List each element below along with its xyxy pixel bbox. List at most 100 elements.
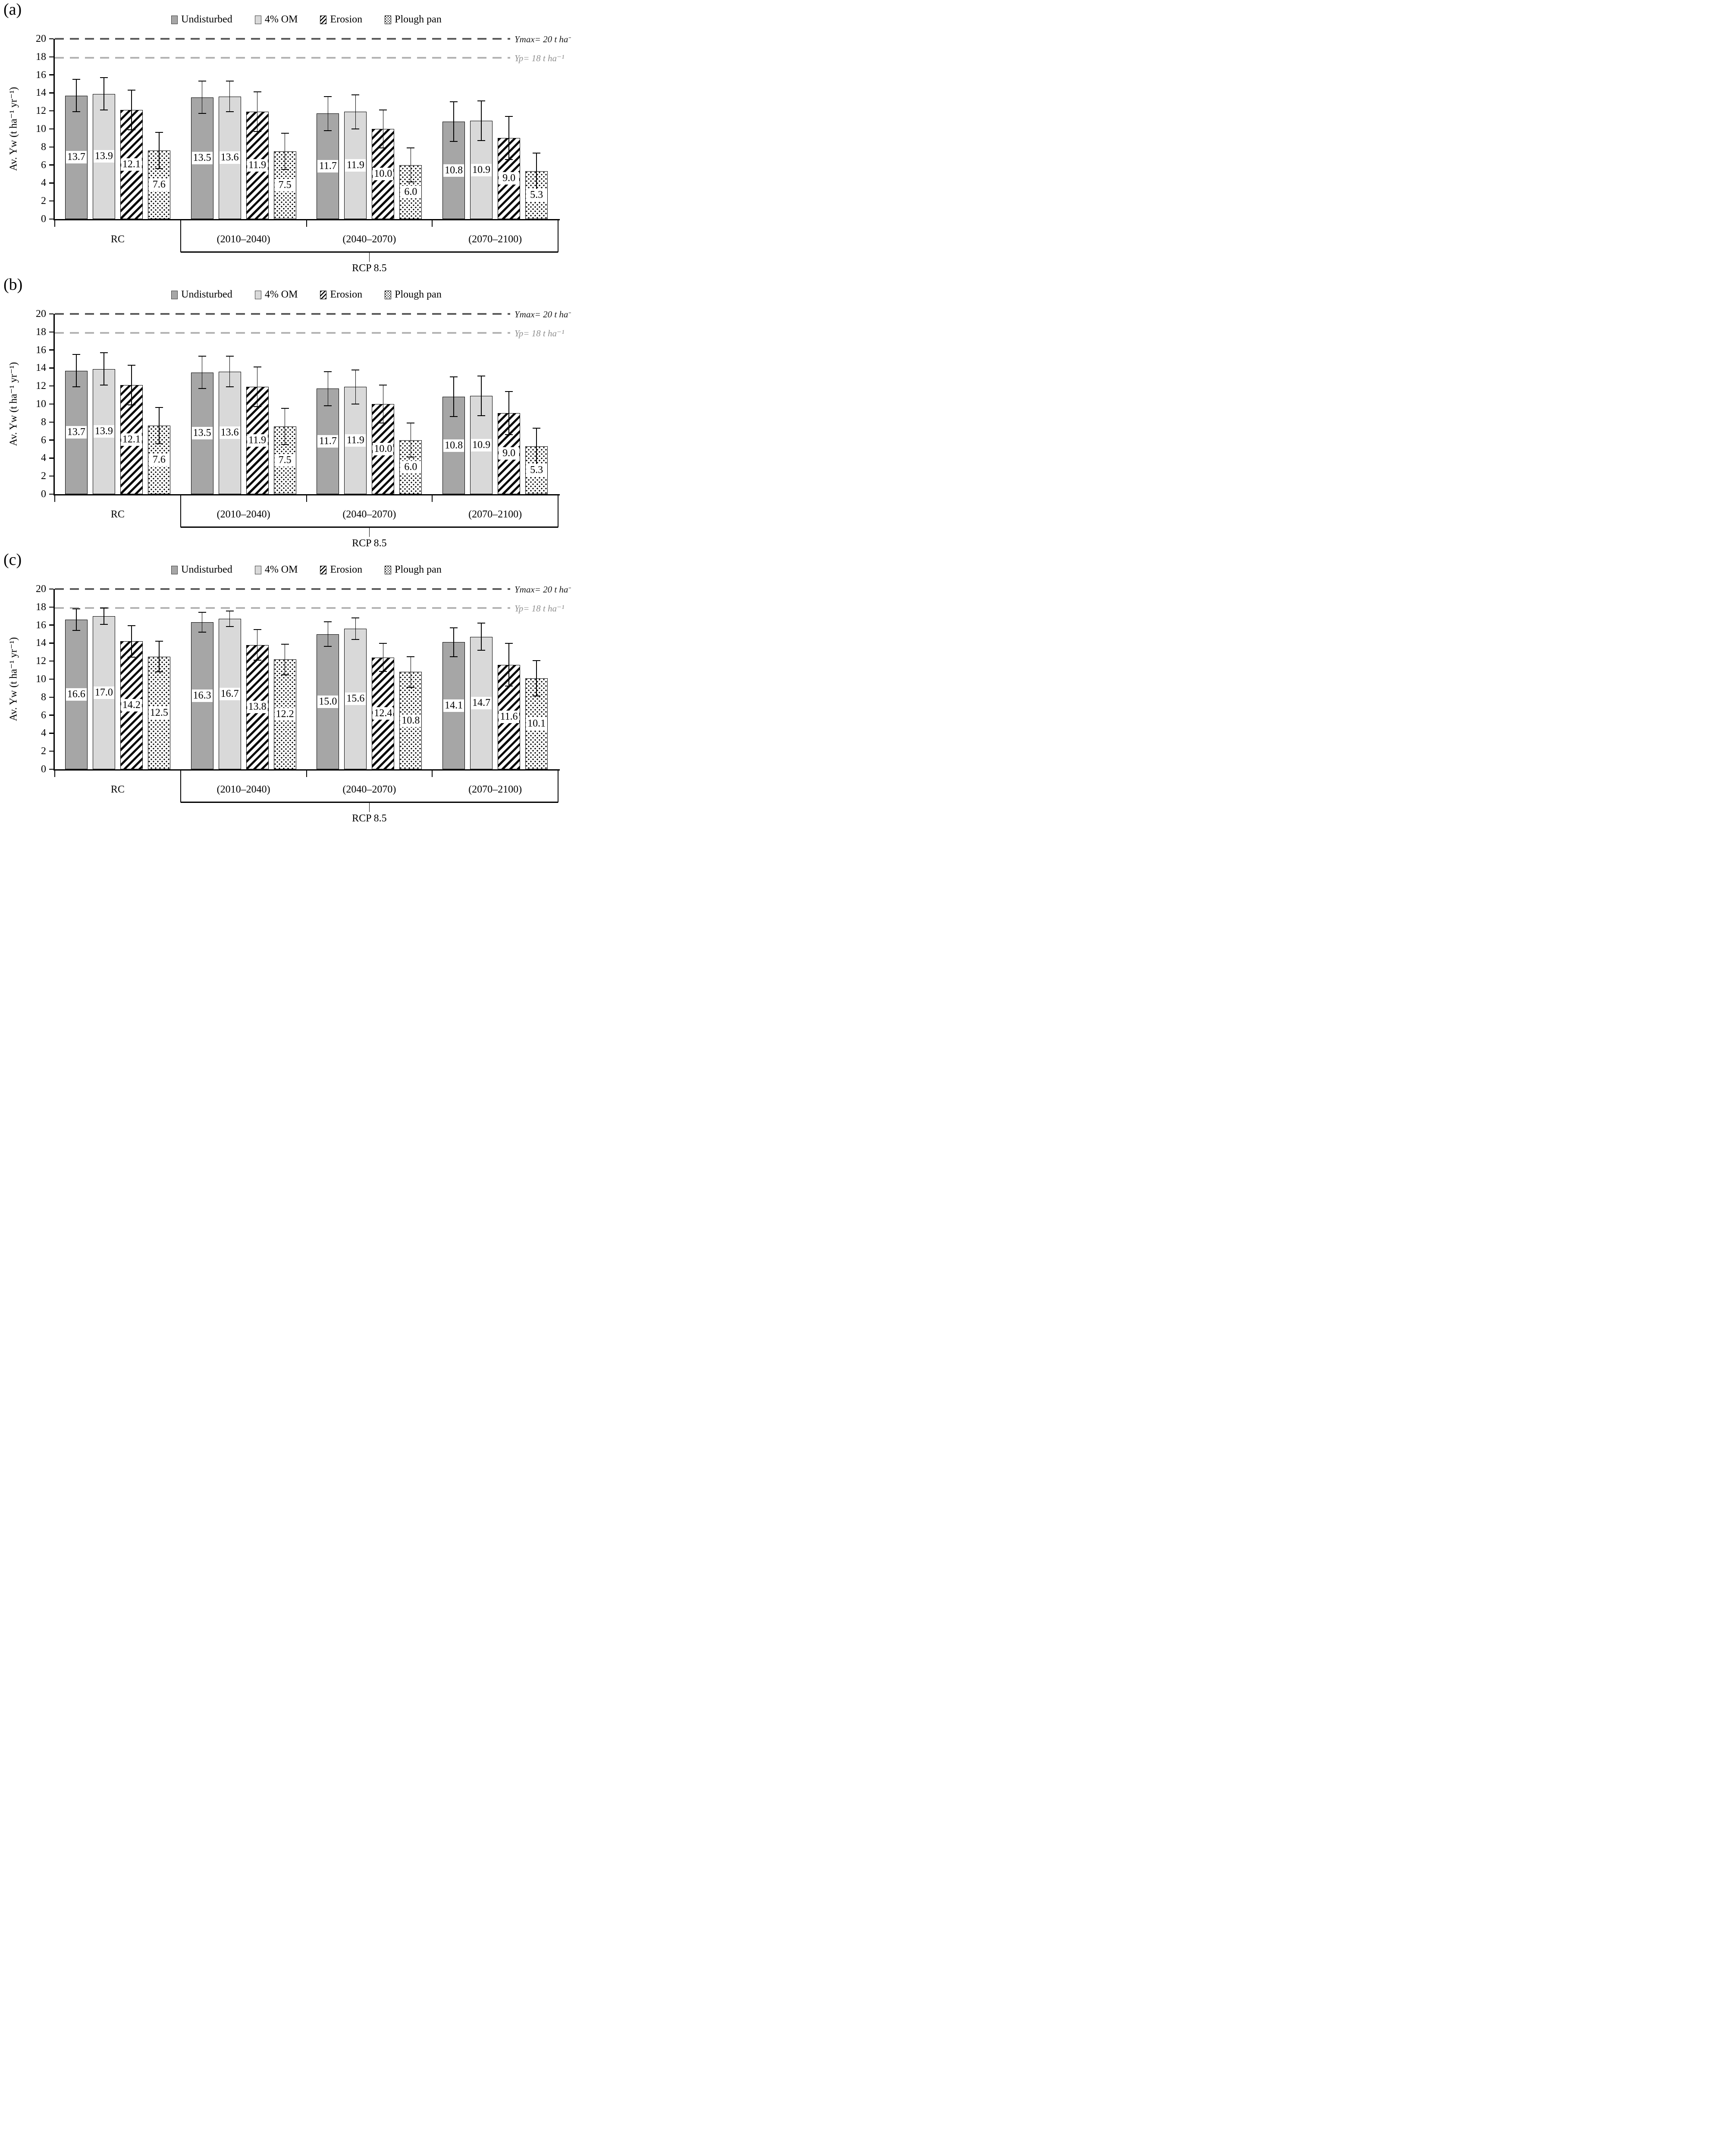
error-bar-cap (407, 656, 415, 657)
error-bar-cap (477, 100, 486, 102)
y-axis-tick (49, 624, 53, 626)
y-axis-tick (49, 439, 53, 441)
error-bar (481, 376, 482, 416)
y-tick-label: 16 (36, 619, 46, 631)
bar-value-label: 7.6 (148, 179, 169, 191)
ref-line (55, 332, 510, 334)
error-bar-cap (477, 415, 486, 417)
error-bar (508, 643, 509, 686)
error-bar-cap (72, 630, 80, 631)
error-bar-cap (198, 612, 206, 613)
error-bar (453, 377, 454, 417)
legend-label: Plough pan (395, 289, 442, 300)
error-bar-cap (281, 444, 289, 445)
error-bar (229, 81, 230, 112)
error-bar-cap (198, 356, 206, 357)
x-category-label: (2040–2070) (342, 784, 396, 795)
y-axis-title: Av. Yw (t ha⁻¹ yr⁻¹) (8, 362, 19, 446)
x-axis-tick (54, 220, 55, 227)
legend-label: Undisturbed (181, 289, 232, 300)
error-bar-cap (450, 101, 458, 103)
error-bar-cap (324, 646, 332, 647)
panel-a: (a) Undisturbed 4% OM Erosion Plough pan Av… (0, 0, 571, 275)
bar-value-label: 10.8 (443, 439, 464, 452)
y-axis-tick (49, 475, 53, 477)
y-axis-tick (49, 678, 53, 680)
y-axis-title: Av. Yw (t ha⁻¹ yr⁻¹) (8, 637, 19, 721)
error-bar (355, 370, 356, 404)
bar-value-label: 13.7 (66, 151, 87, 164)
error-bar-cap (450, 627, 458, 628)
legend-item: 4% OM (254, 564, 298, 576)
y-tick-label: 8 (41, 416, 46, 428)
bar-value-label: 6.0 (400, 185, 421, 198)
bar-value-label: 13.6 (219, 426, 240, 439)
error-bar (355, 617, 356, 640)
bar-value-label: 13.8 (247, 701, 268, 714)
error-bar-cap (533, 428, 541, 429)
x-axis-tick (432, 220, 433, 227)
x-axis-line (53, 494, 560, 495)
error-bar-cap (505, 159, 513, 160)
error-bar-cap (253, 660, 261, 661)
panel-b: (b) Undisturbed 4% OM Erosion Plough pan Av… (0, 275, 571, 550)
error-bar (229, 356, 230, 387)
error-bar (201, 356, 203, 389)
bar-value-label: 10.9 (471, 163, 492, 176)
legend-item: Erosion (320, 564, 362, 576)
legend-item: 4% OM (254, 14, 298, 25)
error-bar-cap (324, 96, 332, 97)
error-bar-cap (155, 407, 163, 408)
ref-line-label: Ymax= 20 t ha⁻¹ (515, 584, 571, 595)
ref-line (55, 588, 510, 590)
x-axis-tick (54, 771, 55, 777)
error-bar-cap (226, 356, 234, 357)
legend-label: Undisturbed (181, 564, 232, 575)
panel-letter: (c) (3, 551, 22, 569)
error-bar-cap (450, 416, 458, 417)
bracket-label: RCP 8.5 (352, 813, 387, 824)
error-bar-cap (477, 623, 486, 624)
legend-swatch-solid-icon (254, 565, 261, 574)
legend-swatch-solid-icon (254, 15, 261, 24)
bracket-line (180, 526, 558, 528)
error-bar-cap (324, 130, 332, 132)
error-bar-cap (351, 617, 360, 618)
bar-value-label: 12.2 (274, 708, 295, 721)
y-axis-tick (49, 588, 53, 590)
y-tick-label: 2 (41, 746, 46, 757)
error-bar-cap (127, 404, 135, 406)
panel-letter: (a) (3, 0, 22, 19)
bracket-label: RCP 8.5 (352, 538, 387, 549)
y-tick-label: 12 (36, 105, 46, 117)
y-tick-label: 12 (36, 380, 46, 392)
y-axis-tick (49, 146, 53, 148)
error-bar (481, 623, 482, 651)
error-bar (229, 611, 230, 627)
x-category-label: RC (110, 784, 125, 795)
bar-value-label: 15.0 (317, 695, 339, 708)
error-bar (76, 79, 77, 112)
legend-label: Plough pan (395, 564, 442, 575)
legend-swatch-solid-icon (171, 290, 178, 299)
error-bar-cap (100, 624, 108, 625)
y-tick-label: 2 (41, 195, 46, 207)
x-category-label: RC (110, 234, 125, 245)
x-axis-tick (306, 495, 307, 502)
error-bar (284, 408, 286, 445)
plot-area: Av. Yw (t ha⁻¹ yr⁻¹) Ymax= 20 t ha⁻¹ Yp= … (8, 583, 571, 824)
x-category-label: (2070–2100) (468, 784, 522, 795)
error-bar-cap (533, 660, 541, 661)
y-tick-label: 6 (41, 434, 46, 446)
bracket-stem (369, 802, 370, 812)
y-axis-tick (49, 331, 53, 333)
error-bar-cap (127, 90, 135, 91)
y-axis-tick (49, 218, 53, 220)
y-axis-tick (49, 349, 53, 351)
x-axis-tick (306, 220, 307, 227)
bracket-tick (557, 771, 559, 802)
bar-value-label: 11.9 (247, 434, 268, 447)
legend-item: Erosion (320, 14, 362, 25)
y-tick-label: 12 (36, 655, 46, 667)
error-bar-cap (407, 686, 415, 688)
